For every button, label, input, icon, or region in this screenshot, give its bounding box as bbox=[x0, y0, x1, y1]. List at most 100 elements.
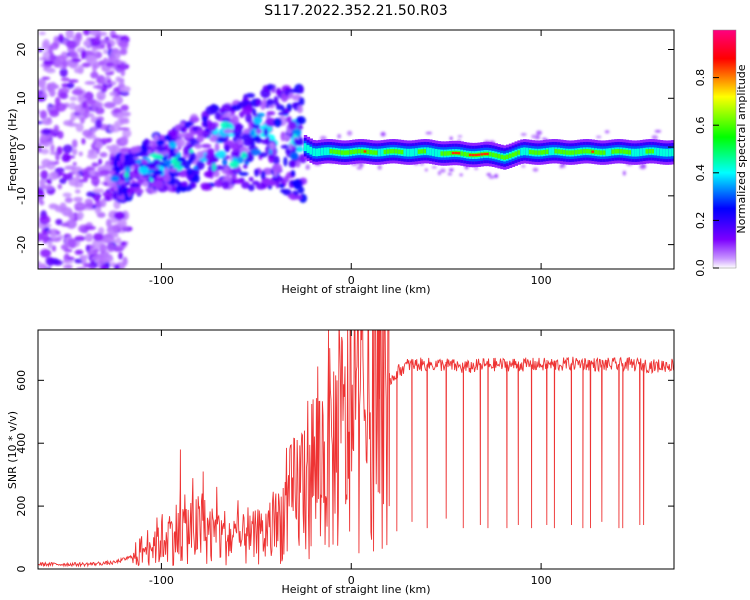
spectrogram-cell bbox=[223, 144, 231, 152]
spectrogram-cell bbox=[98, 227, 105, 235]
spectrogram-cell bbox=[60, 223, 70, 227]
spectrogram-cell bbox=[443, 151, 447, 156]
spectrogram-cell bbox=[104, 195, 112, 202]
spectrogram-cell bbox=[429, 147, 433, 156]
spectrogram-cell bbox=[468, 153, 473, 157]
spectrogram-cell bbox=[39, 215, 51, 225]
spectrogram-cell bbox=[39, 178, 46, 189]
spectrogram-cell bbox=[42, 236, 48, 244]
spectrogram-cell bbox=[56, 146, 63, 155]
colorbar-gradient bbox=[713, 30, 736, 268]
spectrogram-cell bbox=[536, 130, 543, 135]
spectrogram-ytick-label: 20 bbox=[15, 43, 28, 57]
spectrogram-cell bbox=[205, 105, 216, 115]
spectrogram-cell bbox=[115, 237, 122, 245]
spectrogram-cell bbox=[233, 178, 244, 184]
spectrogram-cell bbox=[543, 149, 547, 155]
spectrogram-cell bbox=[99, 243, 108, 253]
spectrogram-cell bbox=[88, 112, 95, 118]
spectrogram-cell bbox=[343, 150, 348, 155]
spectrogram-cell bbox=[306, 145, 311, 153]
spectrogram-cell bbox=[167, 129, 177, 138]
spectrogram-cell bbox=[171, 185, 177, 193]
spectrogram-cell bbox=[196, 151, 205, 159]
spectrogram-cell bbox=[84, 99, 96, 105]
spectrogram-cell bbox=[81, 100, 87, 109]
spectrogram-cell bbox=[273, 155, 280, 166]
spectrogram-cell bbox=[84, 81, 96, 85]
spectrogram-cell bbox=[532, 167, 539, 172]
spectrogram-cell bbox=[363, 150, 368, 153]
spectrogram-cell bbox=[114, 245, 126, 251]
snr-xtick-label: -100 bbox=[149, 574, 174, 587]
spectrogram-cell bbox=[178, 169, 189, 178]
spectrogram-cell bbox=[377, 164, 382, 170]
spectrogram-cell bbox=[299, 86, 304, 94]
spectrogram-cell bbox=[394, 149, 399, 154]
spectrogram-cell bbox=[180, 186, 187, 193]
spectrogram-cell bbox=[201, 143, 212, 149]
spectrogram-cell bbox=[40, 148, 50, 155]
spectrogram-cell bbox=[355, 149, 359, 154]
colorbar-tick-label: 0.2 bbox=[694, 212, 707, 230]
spectrogram-cell bbox=[72, 148, 78, 156]
spectrogram-cell bbox=[451, 151, 456, 155]
spectrogram-cell bbox=[69, 51, 79, 59]
spectrogram-cell bbox=[129, 182, 141, 188]
spectrogram-cell bbox=[251, 108, 257, 116]
spectrogram-cell bbox=[222, 158, 228, 167]
spectrogram-cell bbox=[290, 160, 296, 168]
spectrogram-cell bbox=[480, 153, 484, 156]
spectrogram-cell bbox=[337, 150, 342, 155]
spectrogram-cell bbox=[126, 153, 134, 159]
spectrogram-cell bbox=[271, 163, 283, 173]
spectrogram-cell bbox=[346, 150, 350, 155]
spectrogram-cell bbox=[252, 116, 263, 125]
spectrogram-frame bbox=[37, 29, 675, 270]
spectrogram-cell bbox=[290, 169, 296, 177]
spectrogram-cell bbox=[417, 149, 422, 154]
spectrogram-cell bbox=[191, 169, 200, 176]
spectrogram-cell bbox=[143, 138, 150, 147]
spectrogram-cell bbox=[124, 166, 132, 173]
spectrogram-cell bbox=[565, 150, 570, 155]
spectrogram-xtick-label: 0 bbox=[348, 274, 355, 287]
spectrogram-cell bbox=[95, 101, 104, 109]
spectrogram-cell bbox=[62, 173, 74, 181]
spectrogram-cell bbox=[254, 168, 259, 177]
spectrogram-cell bbox=[105, 145, 111, 150]
spectrogram-cell bbox=[168, 168, 178, 173]
spectrogram-cell bbox=[117, 187, 123, 197]
spectrogram-cell bbox=[651, 149, 655, 154]
spectrogram-cell bbox=[282, 135, 291, 142]
spectrogram-cell bbox=[531, 134, 538, 139]
spectrogram-cell bbox=[72, 161, 77, 167]
spectrogram-xtick-label: -100 bbox=[149, 274, 174, 287]
spectrogram-cell bbox=[124, 171, 129, 179]
spectrogram-cell bbox=[397, 149, 402, 154]
spectrogram-cell bbox=[267, 180, 276, 186]
spectrogram-cell bbox=[117, 41, 129, 48]
spectrogram-cell bbox=[89, 30, 101, 37]
spectrogram-cell bbox=[98, 60, 105, 66]
spectrogram-cell bbox=[656, 147, 661, 156]
spectrogram-cell bbox=[177, 133, 187, 138]
spectrogram-cell bbox=[139, 150, 148, 155]
spectrogram-cell bbox=[80, 49, 87, 60]
spectrogram-cell bbox=[103, 101, 116, 109]
spectrogram-cell bbox=[113, 211, 126, 220]
spectrogram-cell bbox=[123, 159, 133, 168]
spectrogram-cell bbox=[602, 150, 607, 155]
spectrogram-cell bbox=[74, 235, 86, 242]
colorbar-tick-label: 0.6 bbox=[694, 116, 707, 134]
spectrogram-cell bbox=[293, 139, 303, 146]
spectrogram-cell bbox=[98, 169, 110, 177]
spectrogram-cell bbox=[431, 148, 436, 157]
spectrogram-cell bbox=[582, 149, 587, 154]
spectrogram-cell bbox=[238, 101, 248, 106]
spectrogram-cell bbox=[349, 150, 353, 155]
spectrogram-cell bbox=[120, 241, 127, 246]
spectrogram-cell bbox=[86, 191, 96, 198]
spectrogram-cell bbox=[285, 149, 290, 154]
spectrogram-cell bbox=[288, 88, 299, 93]
